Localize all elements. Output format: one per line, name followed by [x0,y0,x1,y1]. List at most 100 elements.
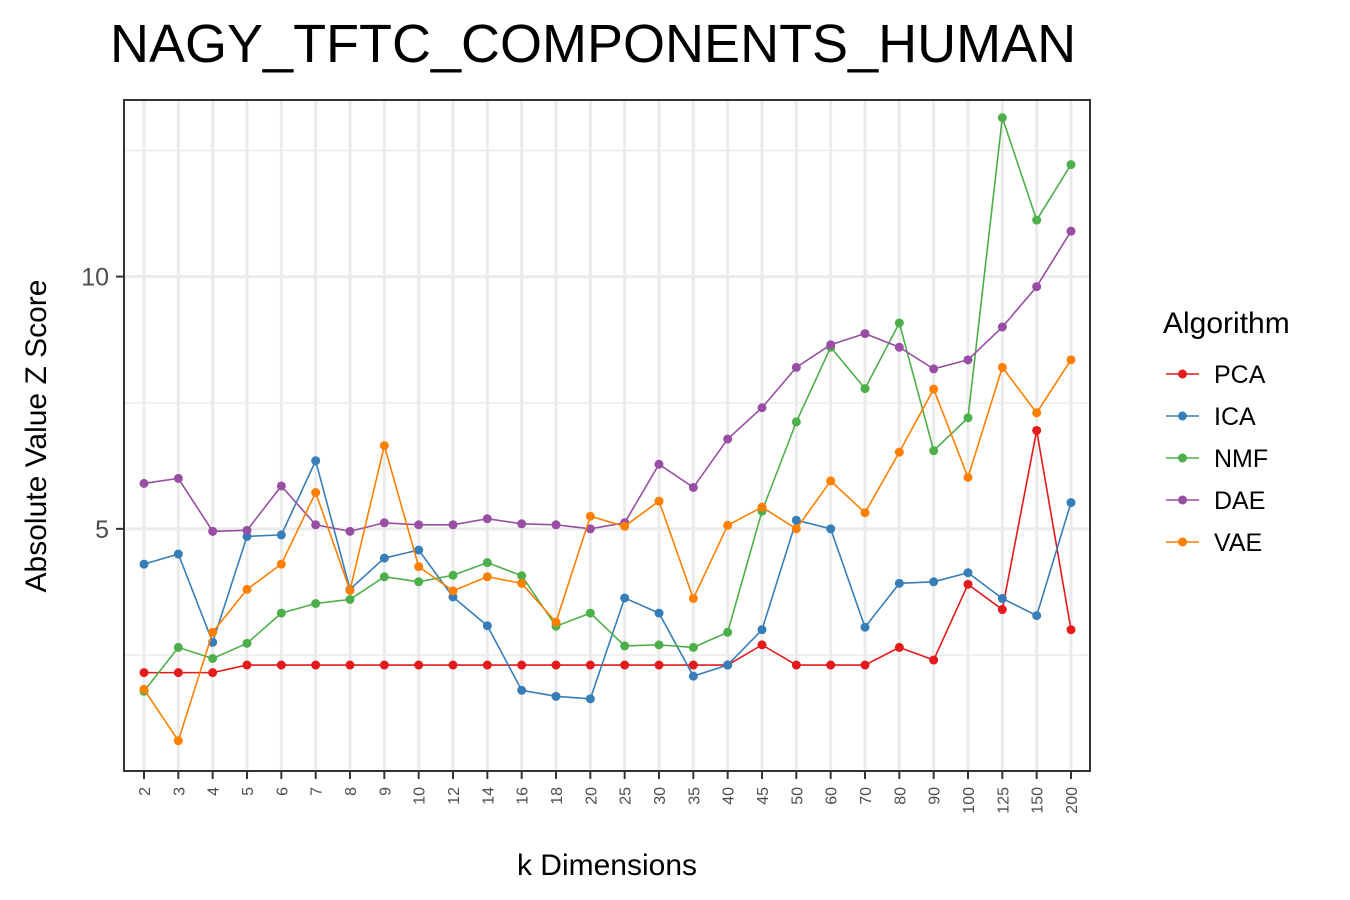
legend-label: PCA [1214,361,1266,389]
data-point-pca [551,660,561,670]
data-point-ica [860,622,870,632]
data-point-nmf [688,642,698,652]
data-point-dae [311,520,321,530]
data-point-vae [963,472,973,482]
data-point-pca [688,660,698,670]
legend-title: Algorithm [1163,307,1290,340]
data-point-pca [585,660,595,670]
data-point-nmf [482,558,492,568]
legend-label: ICA [1214,403,1256,431]
data-point-nmf [448,570,458,580]
data-point-ica [654,608,664,618]
x-tick-label: 7 [309,787,326,796]
data-point-ica [688,671,698,681]
series-line-dae [143,230,1072,533]
data-point-dae [173,473,183,483]
x-tick-label: 150 [1030,787,1047,814]
legend-items: PCA ICA NMF DAE VAE [1166,361,1268,557]
data-point-pca [139,668,149,678]
y-tick-label: 5 [95,516,109,544]
chart-title: NAGY_TFTC_COMPONENTS_HUMAN [110,14,1076,74]
x-tick-label: 60 [824,787,841,805]
series-line-nmf [143,117,1072,692]
legend-key-point [1178,453,1187,463]
data-point-nmf [654,640,664,650]
data-point-vae [448,586,458,596]
x-tick-label: 125 [995,787,1012,814]
data-point-pca [997,605,1007,615]
data-point-dae [963,355,973,365]
data-point-vae [242,584,252,594]
data-point-vae [414,562,424,572]
data-point-pca [1066,625,1076,635]
data-point-pca [414,660,424,670]
data-point-ica [1032,611,1042,621]
data-point-pca [276,660,286,670]
data-point-pca [311,660,321,670]
data-point-ica [311,456,321,466]
legend: Algorithm PCA ICA NMF DAE VAE [1163,307,1290,557]
data-point-nmf [414,577,424,587]
data-point-vae [311,488,321,498]
data-point-pca [482,660,492,670]
data-point-ica [757,625,767,635]
data-point-ica [894,578,904,588]
series-ica [139,456,1076,704]
x-tick-label: 90 [927,787,944,805]
data-point-nmf [860,384,870,394]
data-point-pca [379,660,389,670]
data-point-nmf [345,594,355,604]
data-point-pca [173,668,183,678]
data-point-pca [929,655,939,665]
data-point-ica [379,553,389,563]
data-point-nmf [620,641,630,651]
data-point-dae [345,526,355,536]
data-point-nmf [208,653,218,663]
x-tick-label: 16 [515,787,532,805]
data-point-pca [860,660,870,670]
data-point-ica [139,559,149,569]
legend-item-ica: ICA [1166,403,1256,431]
x-tick-label: 70 [858,787,875,805]
x-tick-label: 8 [343,787,360,796]
data-point-vae [482,572,492,582]
data-point-ica [517,685,527,695]
data-point-vae [276,559,286,569]
data-point-pca [517,660,527,670]
data-point-vae [379,441,389,451]
data-point-vae [688,593,698,603]
x-tick-label: 12 [446,787,463,805]
data-point-pca [1032,425,1042,435]
plot-border [123,99,1091,772]
data-point-dae [997,322,1007,332]
data-point-vae [997,362,1007,372]
x-tick-label: 4 [206,787,223,796]
data-point-dae [826,340,836,350]
data-point-vae [345,585,355,595]
data-point-nmf [723,627,733,637]
data-point-dae [929,364,939,374]
x-tick-label: 80 [892,787,909,805]
data-point-vae [654,496,664,506]
data-point-vae [517,578,527,588]
data-point-vae [757,502,767,512]
x-tick-label: 100 [961,787,978,814]
x-tick-label: 9 [377,787,394,796]
data-point-nmf [791,417,801,427]
series-vae [139,355,1076,746]
series-nmf [139,113,1076,696]
data-point-dae [482,514,492,524]
data-point-nmf [1066,160,1076,170]
data-point-vae [860,508,870,518]
data-point-ica [551,691,561,701]
data-point-nmf [379,572,389,582]
data-point-nmf [276,608,286,618]
x-tick-label: 25 [618,787,635,805]
data-point-ica [276,530,286,540]
data-point-vae [723,520,733,530]
data-point-pca [757,640,767,650]
data-point-vae [173,736,183,746]
data-point-vae [585,511,595,521]
